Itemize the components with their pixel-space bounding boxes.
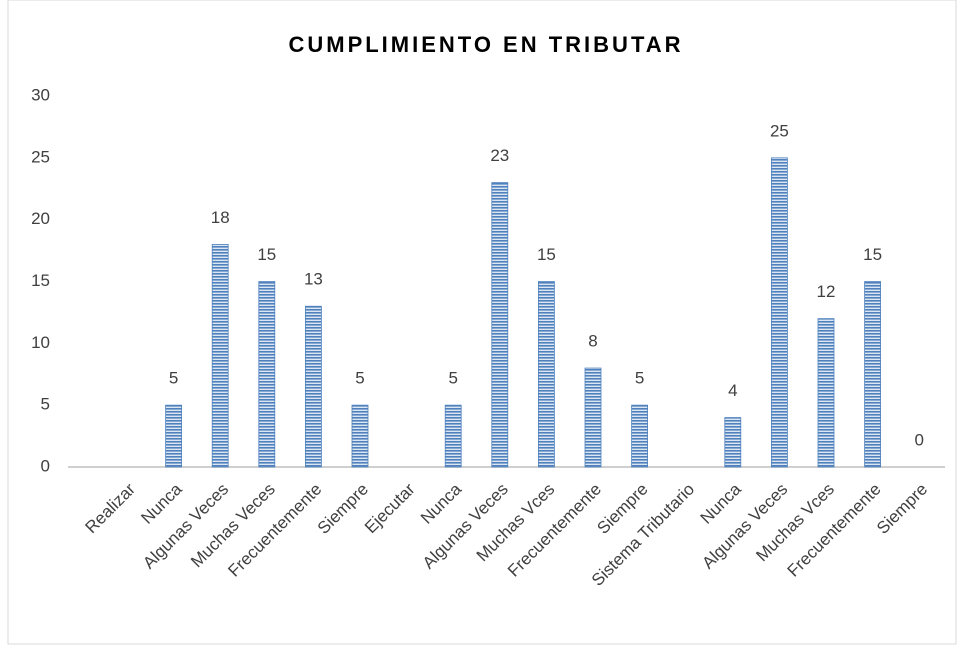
- data-label: 25: [770, 121, 789, 140]
- y-tick-label: 0: [41, 456, 50, 475]
- x-tick-label: Siempre: [314, 480, 372, 538]
- y-tick-label: 20: [31, 209, 50, 228]
- y-tick-label: 15: [31, 271, 50, 290]
- data-label: 5: [448, 369, 457, 388]
- chart-frame: [7, 0, 957, 645]
- bar: [491, 182, 509, 468]
- bar: [165, 404, 183, 468]
- bar: [584, 367, 602, 468]
- x-tick-label: Ejecutar: [361, 479, 419, 537]
- data-label: 5: [635, 369, 644, 388]
- x-tick-label: Siempre: [873, 480, 931, 538]
- bar: [817, 318, 835, 468]
- data-label: 5: [355, 369, 364, 388]
- bar: [724, 417, 742, 468]
- bar: [258, 281, 276, 468]
- y-tick-label: 30: [31, 85, 50, 104]
- data-label: 5: [169, 369, 178, 388]
- x-tick-label: Realizar: [81, 479, 139, 537]
- chart-title: CUMPLIMIENTO EN TRIBUTAR: [288, 32, 683, 57]
- data-label: 23: [490, 146, 509, 165]
- data-label: 12: [817, 282, 836, 301]
- data-label: 13: [304, 270, 323, 289]
- data-label: 15: [257, 245, 276, 264]
- bar: [771, 157, 788, 468]
- data-label: 8: [588, 332, 597, 351]
- y-tick-label: 25: [31, 147, 50, 166]
- y-tick-label: 5: [41, 395, 50, 414]
- bar: [631, 404, 648, 468]
- bar: [351, 404, 369, 468]
- data-label: 0: [914, 430, 923, 449]
- bar: [864, 281, 881, 468]
- bar: [444, 404, 462, 468]
- bar: [304, 305, 322, 468]
- data-label: 15: [863, 245, 882, 264]
- y-tick-label: 10: [31, 333, 50, 352]
- bar: [211, 243, 229, 468]
- data-label: 15: [537, 245, 556, 264]
- data-label: 4: [728, 381, 737, 400]
- bar: [538, 281, 555, 468]
- data-label: 18: [211, 208, 230, 227]
